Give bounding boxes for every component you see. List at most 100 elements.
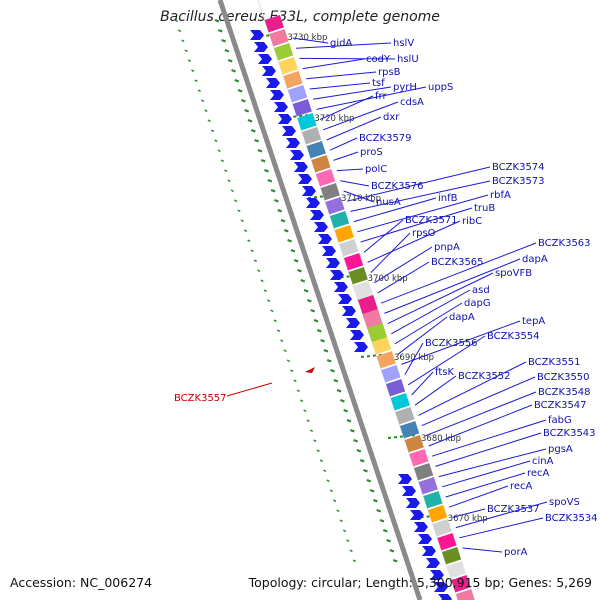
- gene-arrow[interactable]: [346, 318, 360, 328]
- gene-block[interactable]: [264, 15, 284, 33]
- gene-label-BCZK3537[interactable]: BCZK3537: [487, 504, 540, 515]
- gene-label-BCZK3565[interactable]: BCZK3565: [431, 257, 484, 268]
- gene-block[interactable]: [320, 183, 340, 201]
- gene-label-BCZK3563[interactable]: BCZK3563: [538, 238, 591, 249]
- gene-block[interactable]: [372, 337, 392, 355]
- gene-block[interactable]: [446, 561, 466, 579]
- gene-label-infB[interactable]: infB: [438, 193, 458, 204]
- gene-block[interactable]: [428, 505, 448, 523]
- gene-arrow[interactable]: [262, 66, 276, 76]
- gene-label-recA[interactable]: recA: [510, 481, 533, 492]
- gene-arrow[interactable]: [278, 114, 292, 124]
- gene-block[interactable]: [316, 169, 336, 187]
- gene-label-BCZK3573[interactable]: BCZK3573: [492, 176, 545, 187]
- gene-label-truB[interactable]: truB: [474, 203, 495, 214]
- gene-label-dxr[interactable]: dxr: [383, 112, 400, 123]
- gene-arrow[interactable]: [258, 54, 272, 64]
- gene-block[interactable]: [395, 407, 415, 425]
- gene-arrow[interactable]: [310, 210, 324, 220]
- gene-arrow[interactable]: [314, 222, 328, 232]
- gene-label-proS[interactable]: proS: [360, 147, 383, 158]
- gene-arrow[interactable]: [302, 186, 316, 196]
- gene-arrow[interactable]: [254, 42, 268, 52]
- gene-label-BCZK3556[interactable]: BCZK3556: [425, 338, 478, 349]
- gene-arrow[interactable]: [434, 582, 448, 592]
- gene-arrow[interactable]: [426, 558, 440, 568]
- gene-block[interactable]: [302, 127, 322, 145]
- gene-block[interactable]: [413, 463, 434, 481]
- gene-block[interactable]: [306, 141, 326, 159]
- gene-arrow[interactable]: [438, 594, 452, 600]
- gene-arrow[interactable]: [418, 534, 432, 544]
- gene-arrow[interactable]: [342, 306, 356, 316]
- gene-label-rpsO[interactable]: rpsO: [412, 228, 436, 239]
- gene-block[interactable]: [442, 547, 462, 565]
- gene-label-pnpA[interactable]: pnpA: [434, 242, 460, 253]
- gene-block[interactable]: [451, 575, 471, 593]
- gene-label-ftsK[interactable]: ftsK: [435, 367, 454, 378]
- gene-block[interactable]: [297, 113, 317, 131]
- highlighted-gene-label[interactable]: BCZK3557: [174, 393, 227, 404]
- gene-block[interactable]: [386, 379, 406, 397]
- gene-label-recA[interactable]: recA: [527, 468, 550, 479]
- gene-block[interactable]: [288, 85, 308, 103]
- gene-label-BCZK3571[interactable]: BCZK3571: [405, 215, 458, 226]
- gene-arrow[interactable]: [270, 90, 284, 100]
- gene-block[interactable]: [325, 197, 345, 215]
- gene-label-gidA[interactable]: gidA: [330, 38, 352, 49]
- gene-block[interactable]: [423, 491, 443, 509]
- gene-block[interactable]: [400, 421, 420, 439]
- gene-arrow[interactable]: [422, 546, 436, 556]
- gene-block[interactable]: [278, 57, 298, 75]
- gene-arrow[interactable]: [402, 486, 416, 496]
- gene-arrow[interactable]: [410, 510, 424, 520]
- gene-arrow[interactable]: [326, 258, 340, 268]
- gene-block[interactable]: [409, 449, 429, 467]
- gene-block[interactable]: [418, 477, 438, 495]
- gene-block[interactable]: [404, 435, 424, 453]
- gene-label-BCZK3579[interactable]: BCZK3579: [359, 133, 412, 144]
- gene-arrow[interactable]: [266, 78, 280, 88]
- gene-arrow[interactable]: [430, 570, 444, 580]
- gene-label-pyrH[interactable]: pyrH: [393, 82, 417, 93]
- gene-arrow[interactable]: [334, 282, 348, 292]
- gene-arrow[interactable]: [318, 234, 332, 244]
- gene-label-dapG[interactable]: dapG: [464, 298, 491, 309]
- gene-arrow[interactable]: [330, 270, 344, 280]
- gene-label-BCZK3552[interactable]: BCZK3552: [458, 371, 511, 382]
- gene-arrow[interactable]: [286, 138, 300, 148]
- gene-block[interactable]: [432, 519, 452, 537]
- gene-arrow[interactable]: [398, 474, 412, 484]
- gene-arrow[interactable]: [274, 102, 288, 112]
- gene-label-BCZK3534[interactable]: BCZK3534: [545, 513, 598, 524]
- gene-block[interactable]: [455, 589, 476, 600]
- gene-block[interactable]: [311, 155, 331, 173]
- gene-label-hslU[interactable]: hslU: [397, 54, 419, 65]
- gene-label-BCZK3551[interactable]: BCZK3551: [528, 357, 581, 368]
- gene-label-BCZK3543[interactable]: BCZK3543: [543, 428, 596, 439]
- gene-label-tepA[interactable]: tepA: [522, 316, 545, 327]
- gene-label-rbfA[interactable]: rbfA: [490, 190, 511, 201]
- gene-label-cinA[interactable]: cinA: [532, 456, 554, 467]
- gene-arrow[interactable]: [294, 162, 308, 172]
- gene-label-BCZK3554[interactable]: BCZK3554: [487, 331, 540, 342]
- gene-arrow[interactable]: [406, 498, 420, 508]
- gene-label-BCZK3550[interactable]: BCZK3550: [537, 372, 590, 383]
- gene-arrow[interactable]: [338, 294, 352, 304]
- gene-block[interactable]: [343, 253, 364, 271]
- gene-label-hslV[interactable]: hslV: [393, 38, 414, 49]
- gene-arrow[interactable]: [250, 30, 264, 40]
- gene-label-pgsA[interactable]: pgsA: [548, 444, 573, 455]
- gene-block[interactable]: [348, 267, 368, 285]
- gene-label-cdsA[interactable]: cdsA: [400, 97, 424, 108]
- gene-label-codY[interactable]: codY: [366, 54, 391, 65]
- gene-label-nusA[interactable]: nusA: [376, 197, 401, 208]
- gene-label-spoVFB[interactable]: spoVFB: [495, 268, 532, 279]
- gene-label-rpsB[interactable]: rpsB: [378, 67, 401, 78]
- gene-block[interactable]: [437, 533, 457, 551]
- gene-block[interactable]: [376, 351, 396, 369]
- gene-label-uppS[interactable]: uppS: [428, 82, 453, 93]
- gene-block[interactable]: [390, 393, 410, 411]
- gene-label-BCZK3576[interactable]: BCZK3576: [371, 181, 424, 192]
